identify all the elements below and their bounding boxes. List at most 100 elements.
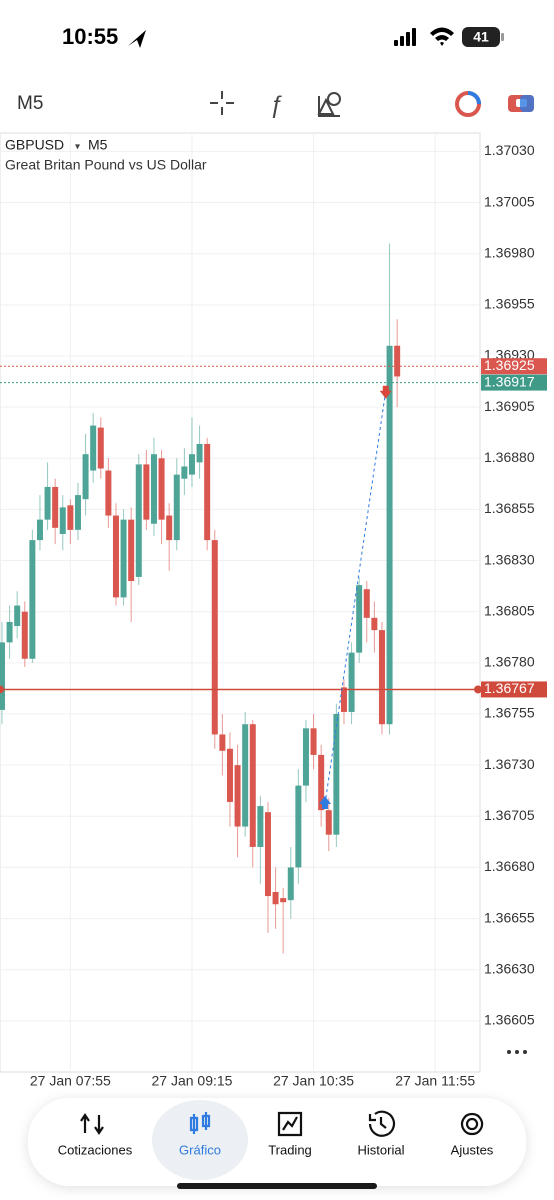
- candle-body: [249, 724, 256, 847]
- y-tick-label: 1.36780: [484, 654, 535, 670]
- price-label-box: [481, 358, 547, 375]
- candle-body: [318, 754, 325, 811]
- candle-body: [333, 713, 340, 835]
- candle-body: [29, 540, 36, 659]
- more-button[interactable]: [507, 1050, 527, 1054]
- candle-body: [59, 507, 66, 534]
- candle-body: [325, 810, 332, 835]
- active-tab-background: [152, 1100, 248, 1180]
- candle-body: [90, 425, 97, 471]
- timeframe-button[interactable]: M5: [17, 93, 43, 114]
- status-time: 10:55: [62, 24, 118, 49]
- y-tick-label: 1.36755: [484, 705, 535, 721]
- candle-body: [188, 454, 195, 475]
- candles: [0, 243, 482, 954]
- home-indicator: [177, 1183, 377, 1189]
- price-label: 1.36925: [484, 357, 535, 373]
- tab-icon[interactable]: [80, 1113, 104, 1135]
- crosshair-tool[interactable]: [210, 91, 234, 115]
- candle-body: [348, 652, 355, 712]
- candle-body: [204, 443, 211, 541]
- candle-body: [378, 630, 385, 725]
- candle-body: [226, 748, 233, 802]
- candle-body: [211, 540, 218, 735]
- x-tick-label: 27 Jan 10:35: [273, 1073, 354, 1089]
- chart-symbol: GBPUSD: [5, 137, 64, 153]
- trade-marker: [379, 385, 392, 399]
- wifi-icon: [430, 27, 454, 46]
- candle-body: [105, 470, 112, 516]
- candle-body: [234, 765, 241, 827]
- candle-body: [158, 458, 165, 520]
- trade-connector: [324, 390, 387, 805]
- candle-body: [82, 454, 89, 500]
- candle-body: [371, 617, 378, 631]
- chart-timeframe: M5: [88, 137, 108, 153]
- battery-tip: [501, 33, 504, 41]
- y-tick-label: 1.36855: [484, 500, 535, 516]
- tab-items: Cotizaciones Gráfico Trading Historial Ajust…: [58, 1110, 494, 1157]
- one-click-tool[interactable]: [508, 95, 534, 112]
- objects-tool[interactable]: [317, 92, 341, 117]
- tab-label[interactable]: Gráfico: [179, 1142, 221, 1157]
- y-tick-label: 1.36955: [484, 296, 535, 312]
- y-tick-label: 1.36905: [484, 398, 535, 414]
- signal-icon: [394, 28, 416, 46]
- battery-icon: [462, 27, 500, 47]
- tab-label[interactable]: Ajustes: [451, 1142, 494, 1157]
- price-label-box: [481, 681, 547, 698]
- tab-icon[interactable]: [368, 1110, 396, 1137]
- candle-body: [67, 505, 74, 530]
- candle-body: [128, 519, 135, 582]
- price-line-handle: [474, 685, 482, 694]
- y-tick-label: 1.36880: [484, 449, 535, 465]
- candle-body: [44, 486, 51, 520]
- y-tick-label: 1.36680: [484, 858, 535, 874]
- candle-body: [280, 898, 287, 903]
- chart[interactable]: 1.370301.370051.369801.369551.369301.369…: [0, 132, 547, 1089]
- candle-body: [74, 495, 81, 530]
- tab-icon[interactable]: [277, 1111, 303, 1137]
- candle-body: [264, 812, 271, 897]
- candle-body: [287, 867, 294, 901]
- y-tick-label: 1.36705: [484, 807, 535, 823]
- tab-icon[interactable]: [460, 1112, 484, 1136]
- tab-label[interactable]: Trading: [268, 1142, 312, 1157]
- tab-label[interactable]: Cotizaciones: [58, 1142, 133, 1157]
- candle-body: [135, 464, 142, 577]
- candle-body: [150, 454, 157, 524]
- candle-body: [36, 519, 43, 541]
- candle-body: [120, 519, 127, 598]
- x-tick-label: 27 Jan 11:55: [395, 1073, 475, 1089]
- candle-body: [363, 589, 370, 618]
- indicators-tool[interactable]: ƒ: [269, 91, 282, 118]
- candle-body: [0, 642, 5, 710]
- trade-marker: [318, 796, 331, 810]
- y-tick-label: 1.36830: [484, 551, 535, 567]
- candle-body: [310, 728, 317, 755]
- x-tick-label: 27 Jan 09:15: [151, 1073, 232, 1089]
- y-tick-label: 1.36980: [484, 244, 535, 260]
- tab-label[interactable]: Historial: [358, 1142, 405, 1157]
- y-tick-label: 1.37005: [484, 193, 535, 209]
- candle-body: [302, 728, 309, 786]
- y-tick-label: 1.36630: [484, 960, 535, 976]
- y-tick-label: 1.37030: [484, 142, 535, 158]
- tab-icon[interactable]: [189, 1112, 211, 1134]
- y-tick-label: 1.36805: [484, 602, 535, 618]
- candle-body: [112, 515, 119, 598]
- trade-tool[interactable]: [455, 91, 481, 117]
- candle-body: [394, 345, 401, 377]
- location-icon: [128, 30, 146, 48]
- candle-body: [196, 443, 203, 463]
- price-line-handle: [0, 685, 4, 694]
- candle-body: [14, 605, 21, 627]
- candle-body: [242, 724, 249, 827]
- candle-body: [166, 515, 173, 541]
- plot-area: [0, 132, 481, 1073]
- timeframe-caret: ▾: [75, 142, 80, 153]
- candle-body: [340, 687, 347, 712]
- candle-body: [356, 585, 363, 653]
- axes: 1.370301.370051.369801.369551.369301.369…: [30, 142, 547, 1089]
